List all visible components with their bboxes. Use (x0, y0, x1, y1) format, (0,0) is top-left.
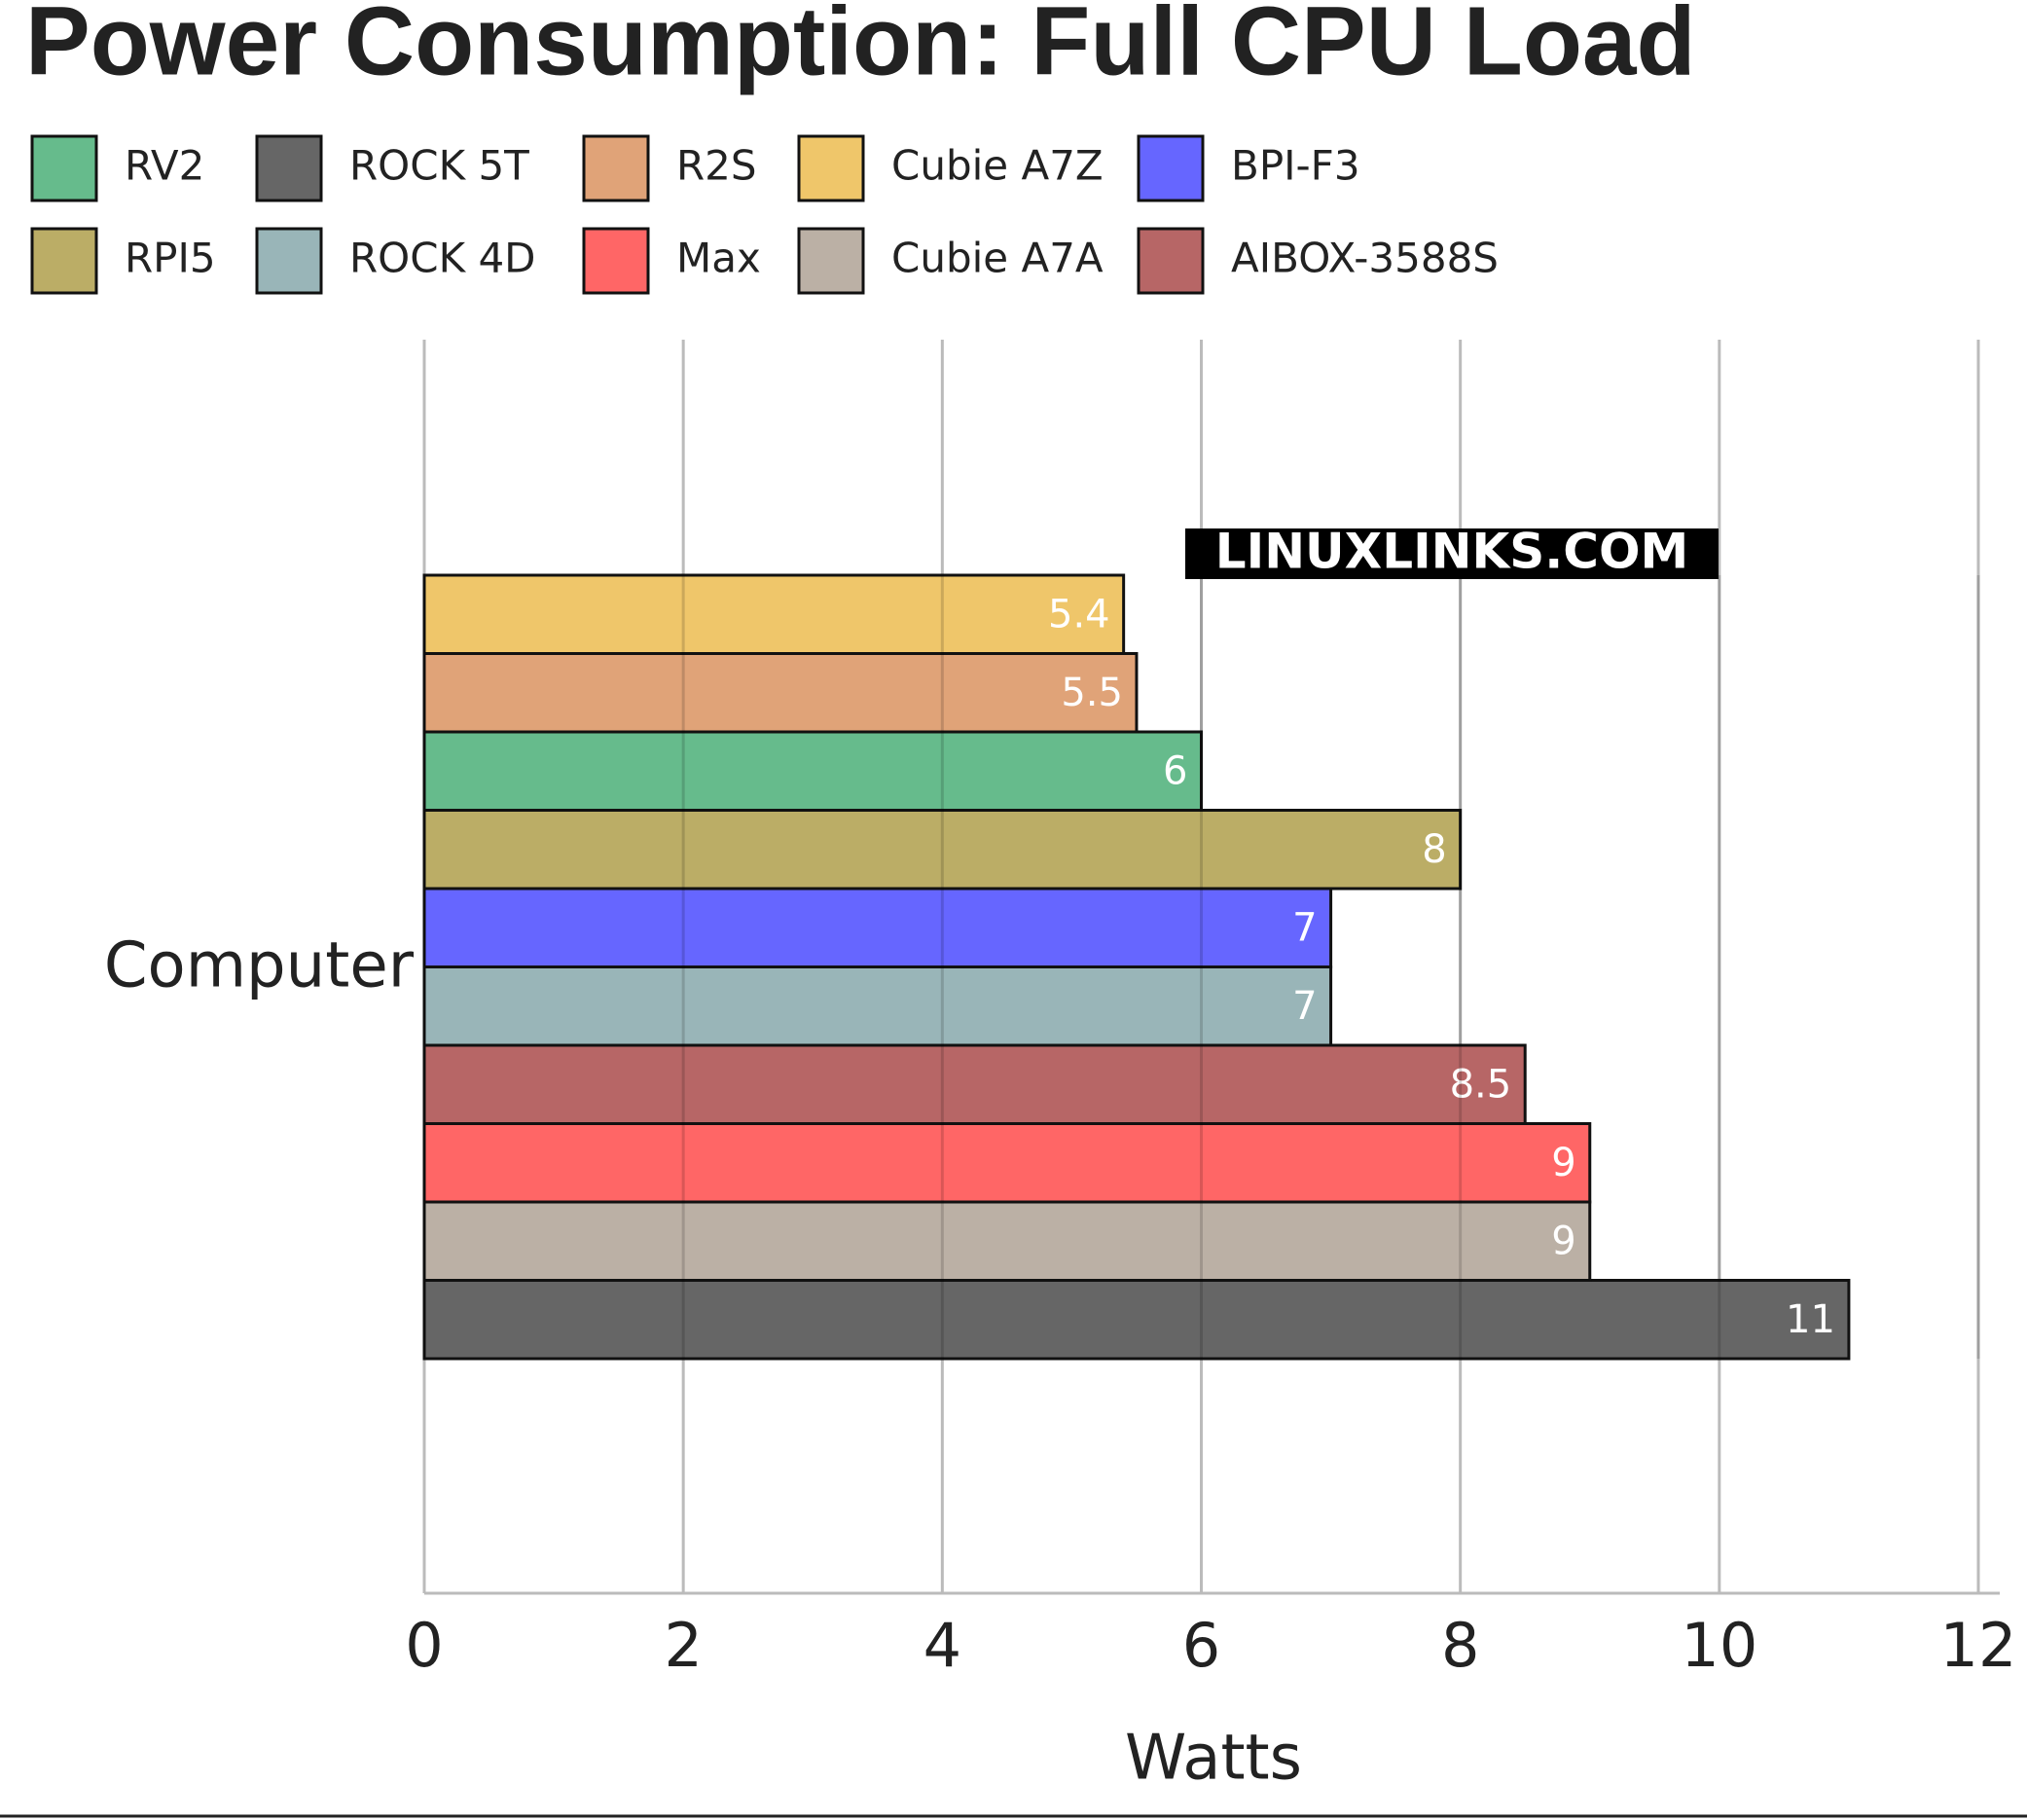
value-label: 8.5 (1450, 1062, 1512, 1107)
x-axis-title: Watts (1125, 1723, 1302, 1795)
legend-label: AIBOX-3588S (1231, 235, 1499, 282)
x-tick-label: 2 (664, 1610, 702, 1681)
bar (422, 1043, 1527, 1125)
legend-label: BPI-F3 (1231, 142, 1360, 190)
value-label: 9 (1551, 1141, 1575, 1185)
legend-swatch (30, 134, 98, 202)
legend-label: RV2 (125, 142, 204, 190)
legend-label: ROCK 4D (349, 235, 536, 282)
x-tick-label: 4 (923, 1610, 961, 1681)
x-tick-label: 12 (1940, 1610, 2017, 1681)
bar (422, 652, 1139, 734)
legend-label: RPI5 (125, 235, 216, 282)
bar (422, 573, 1126, 655)
legend-swatch (30, 227, 98, 295)
bar (422, 965, 1333, 1047)
value-label: 5.5 (1061, 671, 1123, 715)
legend-swatch (797, 134, 865, 202)
bar (422, 730, 1203, 812)
legend-swatch (582, 227, 650, 295)
legend-swatch (1137, 134, 1205, 202)
bar (422, 887, 1333, 968)
y-category-label: Computer (104, 930, 415, 1002)
value-label: 11 (1786, 1297, 1835, 1342)
watermark: LINUXLINKS.COM (1215, 524, 1688, 580)
bars: 6 11 5.5 5.4 7 8 7 9 9 8.5 (422, 573, 1980, 1361)
x-tick-label: 10 (1681, 1610, 1757, 1681)
value-label: 7 (1292, 905, 1317, 950)
bar (422, 1279, 1851, 1361)
bar (422, 1200, 1592, 1282)
value-label: 8 (1422, 827, 1446, 872)
value-label: 6 (1163, 748, 1187, 793)
legend-swatch (582, 134, 650, 202)
legend-label: ROCK 5T (349, 142, 529, 190)
legend-swatch (1137, 227, 1205, 295)
x-tick-label: 6 (1182, 1610, 1220, 1681)
legend-label: R2S (676, 142, 757, 190)
legend-label: Cubie A7A (891, 235, 1104, 282)
bar (422, 809, 1463, 891)
bar (422, 1122, 1592, 1204)
value-label: 5.4 (1048, 592, 1110, 637)
legend-label: Cubie A7Z (891, 142, 1104, 190)
value-label: 9 (1551, 1219, 1575, 1263)
legend-swatch (255, 134, 323, 202)
legend-swatch (255, 227, 323, 295)
value-label: 7 (1292, 984, 1317, 1029)
chart-title: Power Consumption: Full CPU Load (25, 0, 1696, 95)
legend-swatch (797, 227, 865, 295)
x-tick-label: 8 (1441, 1610, 1479, 1681)
legend-label: Max (676, 235, 761, 282)
x-tick-label: 0 (405, 1610, 443, 1681)
watermark-box (1185, 528, 1719, 579)
